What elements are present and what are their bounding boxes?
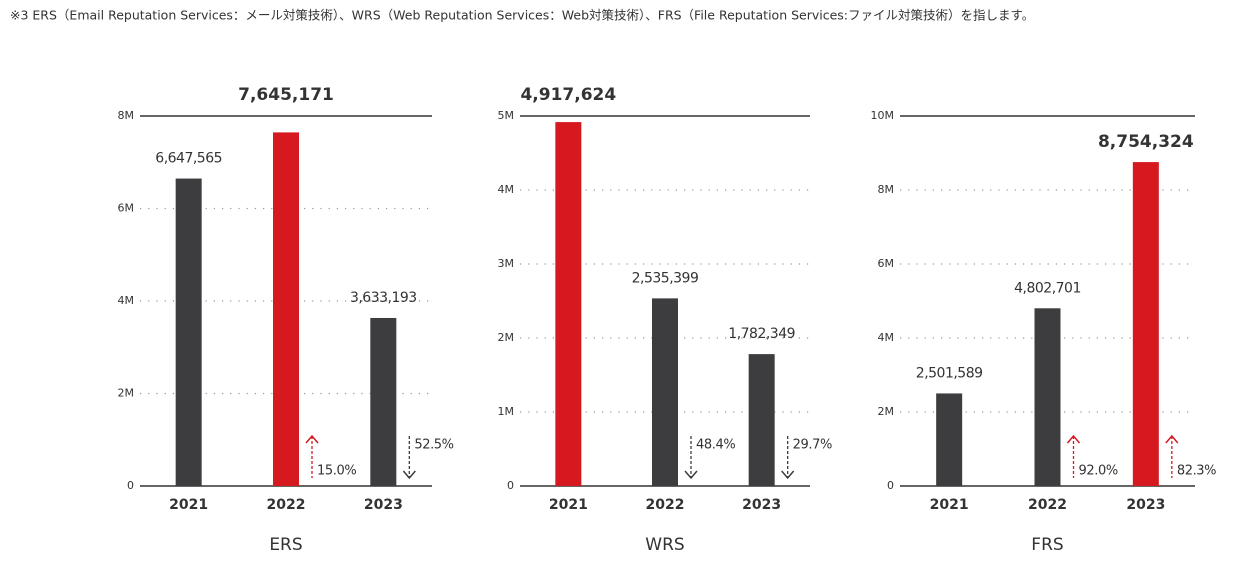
value-label: 4,802,701 <box>1014 280 1081 296</box>
y-tick-label: 8M <box>118 109 135 122</box>
bar <box>273 132 299 487</box>
value-label: 4,917,624 <box>520 85 616 105</box>
x-tick-label: 2022 <box>1028 497 1067 513</box>
change-arrow-head <box>402 470 416 480</box>
value-label: 3,633,193 <box>350 290 417 306</box>
x-tick-label: 2021 <box>930 497 969 513</box>
y-tick-label: 4M <box>878 331 895 344</box>
x-tick-label: 2023 <box>742 497 781 513</box>
x-tick-label: 2021 <box>549 497 588 513</box>
y-tick-label: 2M <box>118 387 135 400</box>
y-tick-label: 2M <box>498 331 515 344</box>
change-arrow-head <box>1165 434 1179 444</box>
x-tick-label: 2021 <box>169 497 208 513</box>
change-arrow-head <box>684 470 698 480</box>
y-tick-label: 3M <box>498 257 515 270</box>
x-tick-label: 2022 <box>267 497 306 513</box>
bar <box>748 354 775 486</box>
value-label: 2,535,399 <box>632 270 699 286</box>
y-tick-label: 5M <box>498 109 515 122</box>
x-tick-label: 2023 <box>364 497 403 513</box>
change-arrow-head <box>1066 434 1081 444</box>
bar <box>555 122 582 486</box>
chart-title: WRS <box>645 535 684 555</box>
change-arrow-head <box>781 470 795 480</box>
y-tick-label: 4M <box>118 294 135 307</box>
y-tick-label: 8M <box>878 183 895 196</box>
y-tick-label: 0 <box>127 479 134 492</box>
change-label: 48.4% <box>696 438 735 453</box>
y-tick-label: 6M <box>118 202 135 215</box>
bar <box>175 178 202 487</box>
bar <box>936 393 963 486</box>
bar <box>1132 162 1159 486</box>
y-tick-label: 6M <box>878 257 895 270</box>
value-label: 6,647,565 <box>155 151 222 167</box>
note: ※3 ERS（Email Reputation Services：メール対策技術… <box>10 8 1034 23</box>
y-tick-label: 4M <box>498 183 515 196</box>
change-label: 15.0% <box>317 464 356 479</box>
value-label: 2,501,589 <box>916 365 983 381</box>
value-label: 8,754,324 <box>1098 132 1194 152</box>
change-label: 29.7% <box>793 438 832 453</box>
chart-title: ERS <box>269 535 302 555</box>
bar <box>1034 308 1061 486</box>
change-label: 52.5% <box>414 438 453 453</box>
y-tick-label: 1M <box>498 405 515 418</box>
bar <box>652 298 678 486</box>
y-tick-label: 0 <box>507 479 514 492</box>
y-tick-label: 2M <box>878 405 895 418</box>
value-label: 1,782,349 <box>728 326 795 342</box>
y-tick-label: 10M <box>871 109 895 122</box>
y-tick-label: 0 <box>887 479 894 492</box>
value-label: 7,645,171 <box>238 85 334 105</box>
x-tick-label: 2022 <box>646 497 685 513</box>
change-arrow-head <box>305 434 319 444</box>
bar <box>370 317 397 486</box>
change-label: 92.0% <box>1079 464 1118 479</box>
chart-title: FRS <box>1031 535 1063 555</box>
x-tick-label: 2023 <box>1126 497 1165 513</box>
change-label: 82.3% <box>1177 464 1216 479</box>
